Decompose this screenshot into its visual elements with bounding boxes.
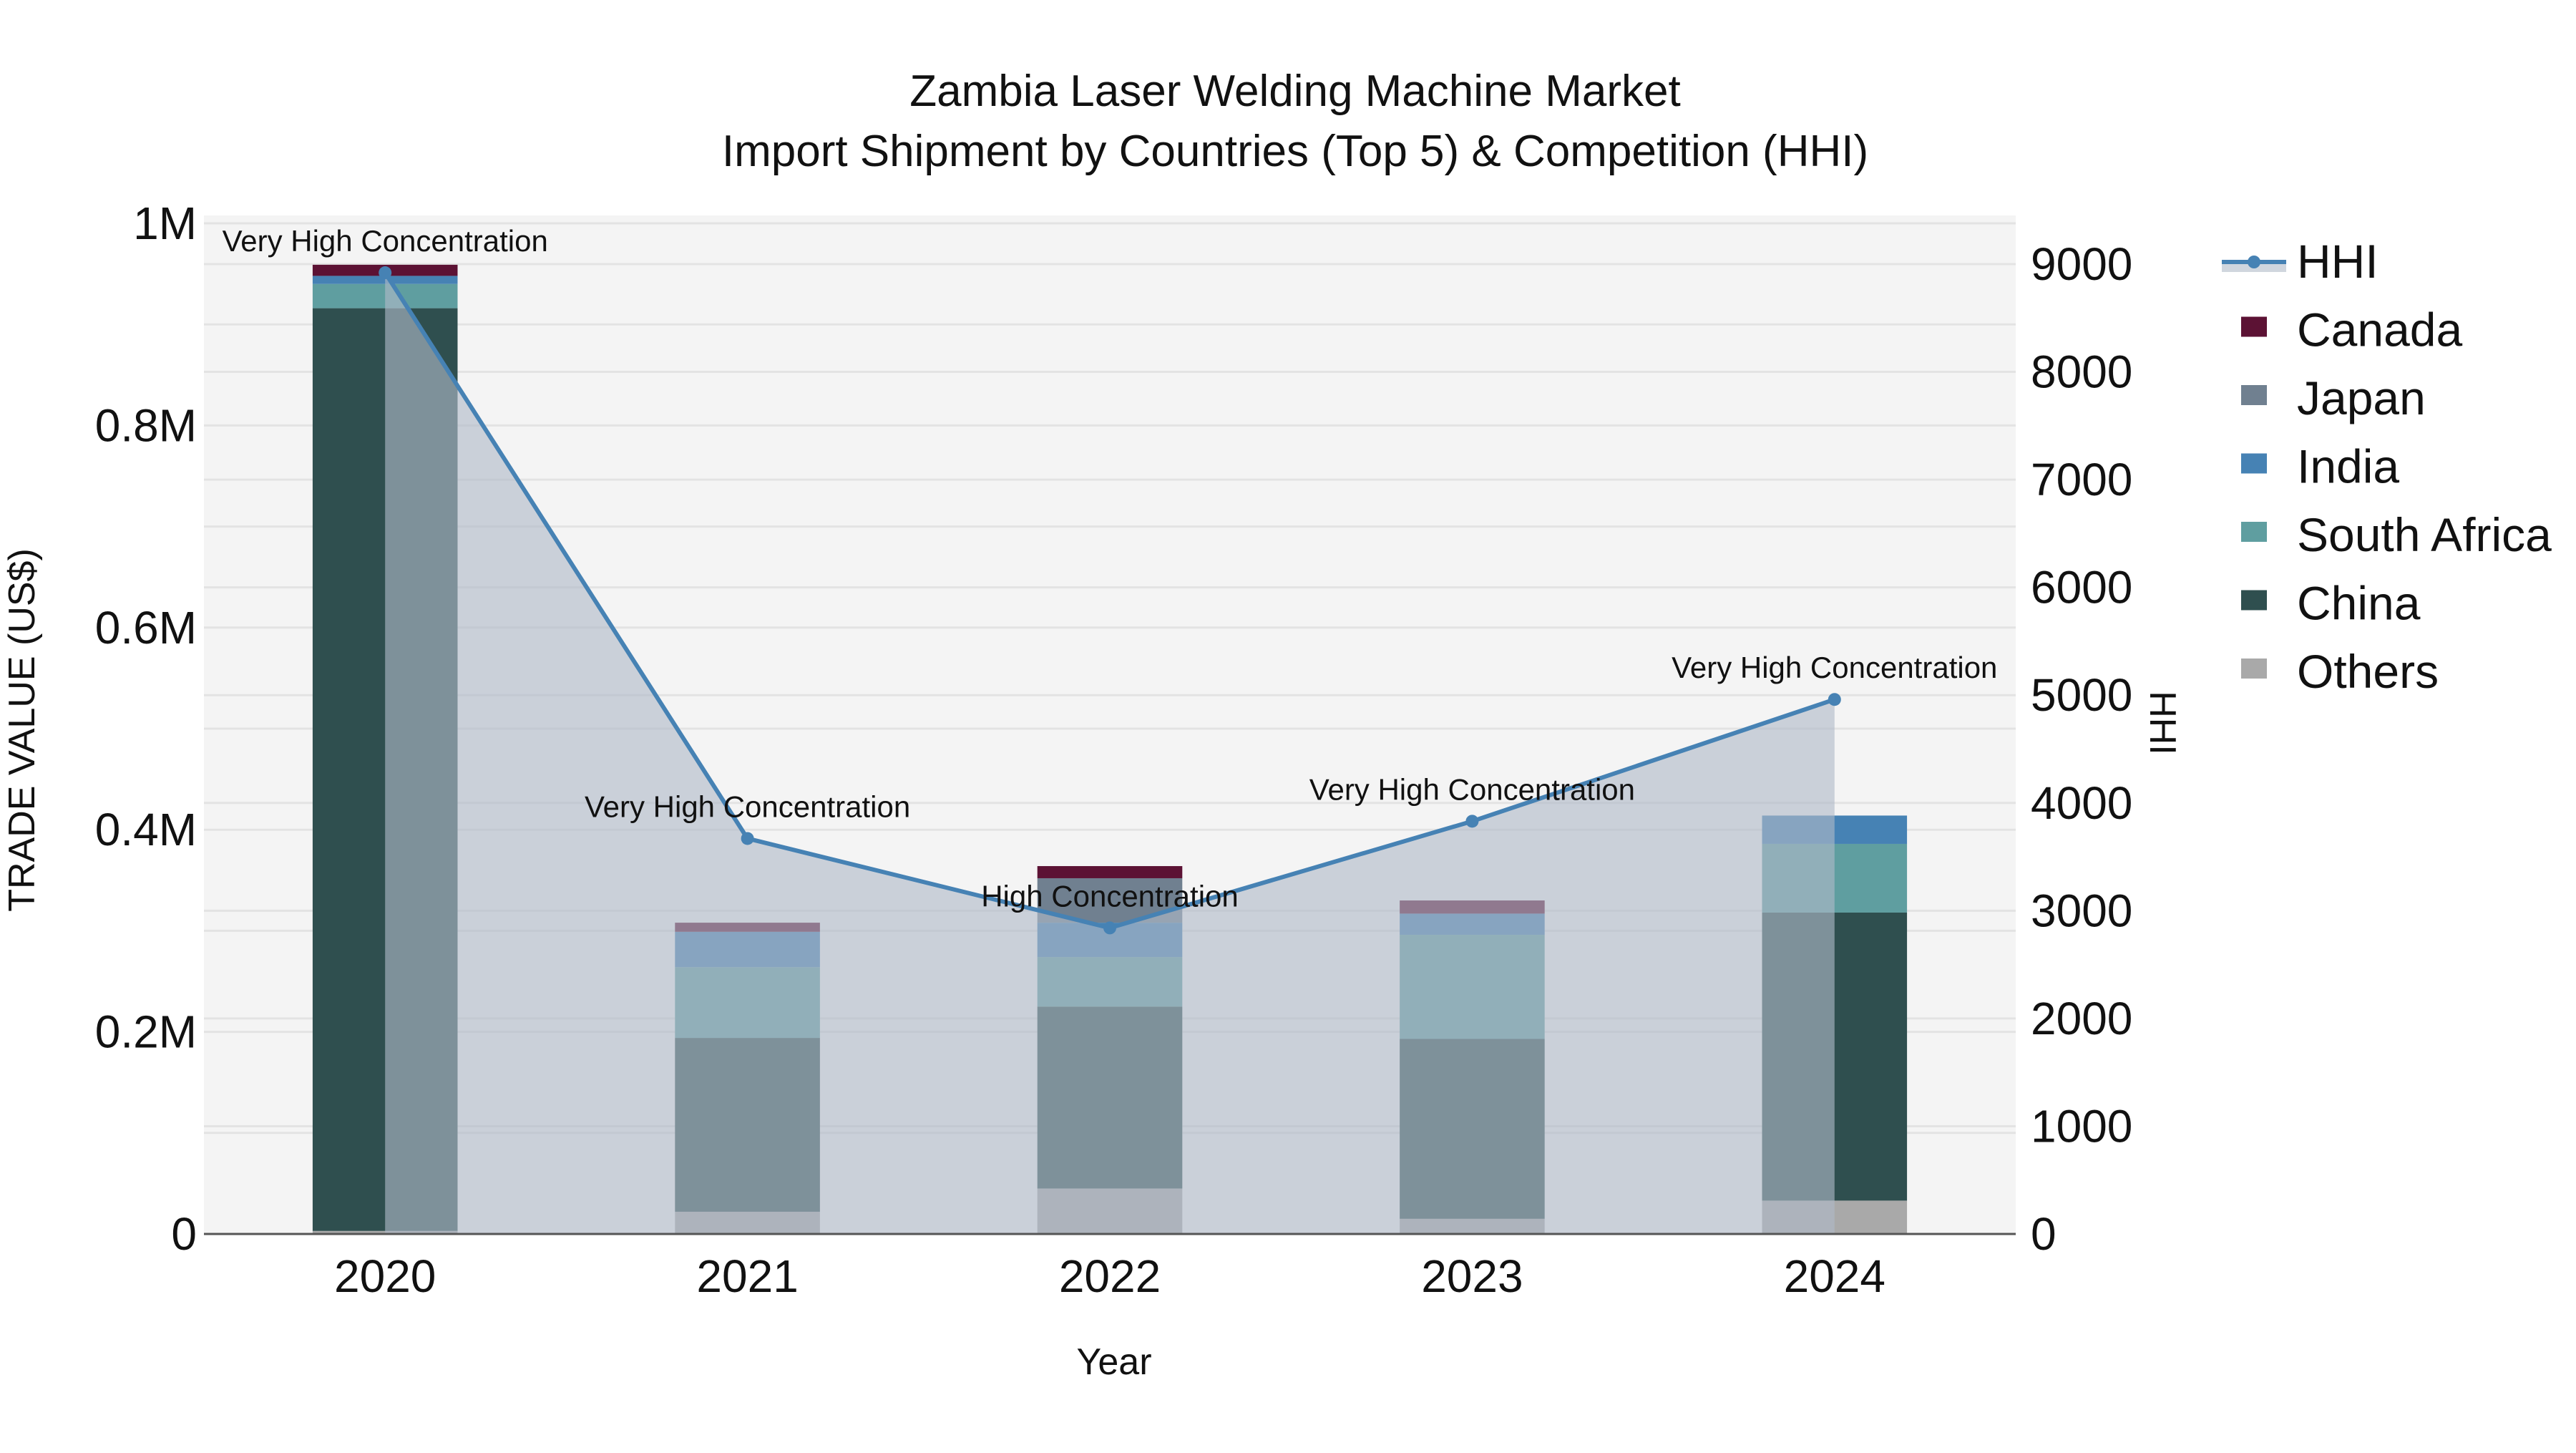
y-left-tick: 0 xyxy=(171,1208,197,1260)
legend-label: Canada xyxy=(2297,303,2462,356)
y-left-tick: 0.8M xyxy=(95,399,197,451)
legend-item-others[interactable]: Others xyxy=(2241,645,2439,698)
x-tick: 2022 xyxy=(1059,1250,1161,1302)
y-right-axis-title: HHI xyxy=(2142,691,2183,755)
y-right-tick: 6000 xyxy=(2031,562,2132,613)
y-left-tick: 0.6M xyxy=(95,602,197,653)
hhi-legend-marker-icon xyxy=(2248,256,2260,268)
legend-label: HHI xyxy=(2297,235,2379,288)
x-tick-labels: 2020 2021 2022 2023 2024 xyxy=(334,1250,1885,1302)
hhi-marker xyxy=(379,266,392,280)
legend-item-hhi[interactable]: HHI xyxy=(2222,235,2379,288)
legend-label: China xyxy=(2297,577,2421,630)
hhi-annotation: Very High Concentration xyxy=(223,224,548,258)
chart-title-line-2: Import Shipment by Countries (Top 5) & C… xyxy=(722,127,1868,176)
y-left-tick: 1M xyxy=(133,198,197,249)
hhi-annotation: High Concentration xyxy=(981,879,1239,913)
hhi-marker xyxy=(1103,921,1116,935)
x-tick: 2021 xyxy=(696,1250,798,1302)
y-right-tick-labels: 0 1000 2000 3000 4000 5000 6000 7000 8000 9000 xyxy=(2031,238,2132,1260)
legend-swatch-icon xyxy=(2241,522,2267,542)
y-right-tick: 9000 xyxy=(2031,238,2132,290)
legend-label: Others xyxy=(2297,645,2439,698)
hhi-marker xyxy=(1465,815,1479,828)
y-left-tick: 0.4M xyxy=(95,804,197,855)
x-tick: 2024 xyxy=(1784,1250,1885,1302)
legend-item-china[interactable]: China xyxy=(2241,577,2421,630)
legend-item-canada[interactable]: Canada xyxy=(2241,303,2462,356)
chart-title-line-1: Zambia Laser Welding Machine Market xyxy=(909,67,1680,116)
legend-label: South Africa xyxy=(2297,508,2552,561)
hhi-annotation: Very High Concentration xyxy=(1672,651,1997,684)
y-right-tick: 4000 xyxy=(2031,777,2132,829)
hhi-marker xyxy=(1828,693,1841,706)
legend: HHI Canada Japan India South Africa China Othe… xyxy=(2222,235,2552,698)
hhi-annotation: Very High Concentration xyxy=(1309,772,1635,806)
legend-label: India xyxy=(2297,440,2399,493)
legend-swatch-icon xyxy=(2241,316,2267,337)
x-tick: 2023 xyxy=(1421,1250,1523,1302)
legend-label: Japan xyxy=(2297,371,2426,424)
legend-swatch-icon xyxy=(2241,453,2267,474)
legend-item-japan[interactable]: Japan xyxy=(2241,371,2426,424)
y-left-tick-labels: 0 0.2M 0.4M 0.6M 0.8M 1M xyxy=(95,198,197,1260)
bar-segment-canada xyxy=(1037,866,1183,878)
x-tick: 2020 xyxy=(334,1250,436,1302)
hhi-area-fill xyxy=(385,273,1835,1234)
legend-swatch-icon xyxy=(2241,590,2267,611)
y-right-tick: 7000 xyxy=(2031,454,2132,505)
hhi-annotation: Very High Concentration xyxy=(585,789,910,823)
legend-swatch-icon xyxy=(2241,659,2267,679)
x-axis-title: Year xyxy=(1076,1341,1151,1383)
y-right-tick: 3000 xyxy=(2031,885,2132,936)
y-right-tick: 1000 xyxy=(2031,1100,2132,1152)
y-right-tick: 8000 xyxy=(2031,346,2132,398)
y-right-tick: 0 xyxy=(2031,1208,2057,1260)
legend-item-india[interactable]: India xyxy=(2241,440,2399,493)
hhi-annotations: Very High Concentration Very High Concent… xyxy=(223,224,1998,913)
hhi-marker xyxy=(741,832,754,845)
hhi-series xyxy=(379,266,1841,1234)
y-left-axis-title: TRADE VALUE (US$) xyxy=(1,548,43,912)
legend-item-south-africa[interactable]: South Africa xyxy=(2241,508,2552,561)
y-right-tick: 2000 xyxy=(2031,993,2132,1044)
legend-swatch-icon xyxy=(2241,385,2267,405)
y-left-tick: 0.2M xyxy=(95,1006,197,1058)
y-right-tick: 5000 xyxy=(2031,669,2132,721)
